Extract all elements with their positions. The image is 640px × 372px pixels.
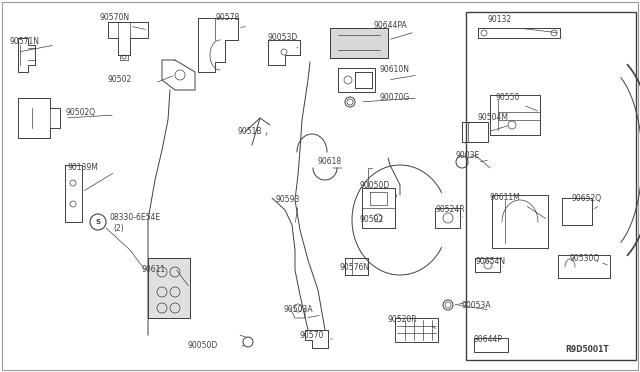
Text: 90654N: 90654N (476, 257, 506, 266)
Text: 90576N: 90576N (340, 263, 370, 273)
Bar (330, 28, 388, 58)
Text: 9051B: 9051B (238, 128, 262, 137)
Text: (2): (2) (113, 224, 124, 232)
Text: 90610N: 90610N (380, 65, 410, 74)
Text: 90611: 90611 (142, 266, 166, 275)
Text: 90503A: 90503A (283, 305, 312, 314)
Text: 90132: 90132 (488, 16, 512, 25)
Text: S: S (95, 219, 100, 225)
Bar (148, 258, 190, 318)
Text: 90570N: 90570N (100, 13, 130, 22)
Text: 90520R: 90520R (388, 315, 418, 324)
Text: 90550: 90550 (496, 93, 520, 103)
Text: 90050D: 90050D (360, 180, 390, 189)
Text: 90524R: 90524R (436, 205, 466, 215)
Text: 90053A: 90053A (462, 301, 492, 310)
Circle shape (443, 300, 453, 310)
Text: 90502: 90502 (108, 76, 132, 84)
Text: R9D5001T: R9D5001T (565, 346, 609, 355)
Text: 08330-6E54E: 08330-6E54E (110, 214, 161, 222)
Text: 90652Q: 90652Q (572, 193, 602, 202)
Text: 90593: 90593 (275, 196, 300, 205)
Text: 90502Q: 90502Q (65, 108, 95, 116)
Text: 90644P: 90644P (474, 336, 503, 344)
Text: 90504M: 90504M (478, 113, 509, 122)
Text: 90644PA: 90644PA (374, 20, 408, 29)
Text: 90530Q: 90530Q (570, 253, 600, 263)
Text: 90570: 90570 (300, 330, 324, 340)
Text: 90592: 90592 (360, 215, 384, 224)
Text: 90050D: 90050D (188, 340, 218, 350)
Text: 90053D: 90053D (268, 33, 298, 42)
Text: 90571N: 90571N (10, 38, 40, 46)
Text: 90618: 90618 (318, 157, 342, 167)
Circle shape (456, 156, 468, 168)
Bar (466, 12, 636, 360)
Circle shape (345, 97, 355, 107)
Text: 90611M: 90611M (490, 193, 521, 202)
Text: 90578: 90578 (215, 13, 239, 22)
Circle shape (243, 337, 253, 347)
Text: 9003E: 9003E (455, 151, 479, 160)
Text: 90070G: 90070G (380, 93, 410, 103)
Text: 90139M: 90139M (68, 164, 99, 173)
